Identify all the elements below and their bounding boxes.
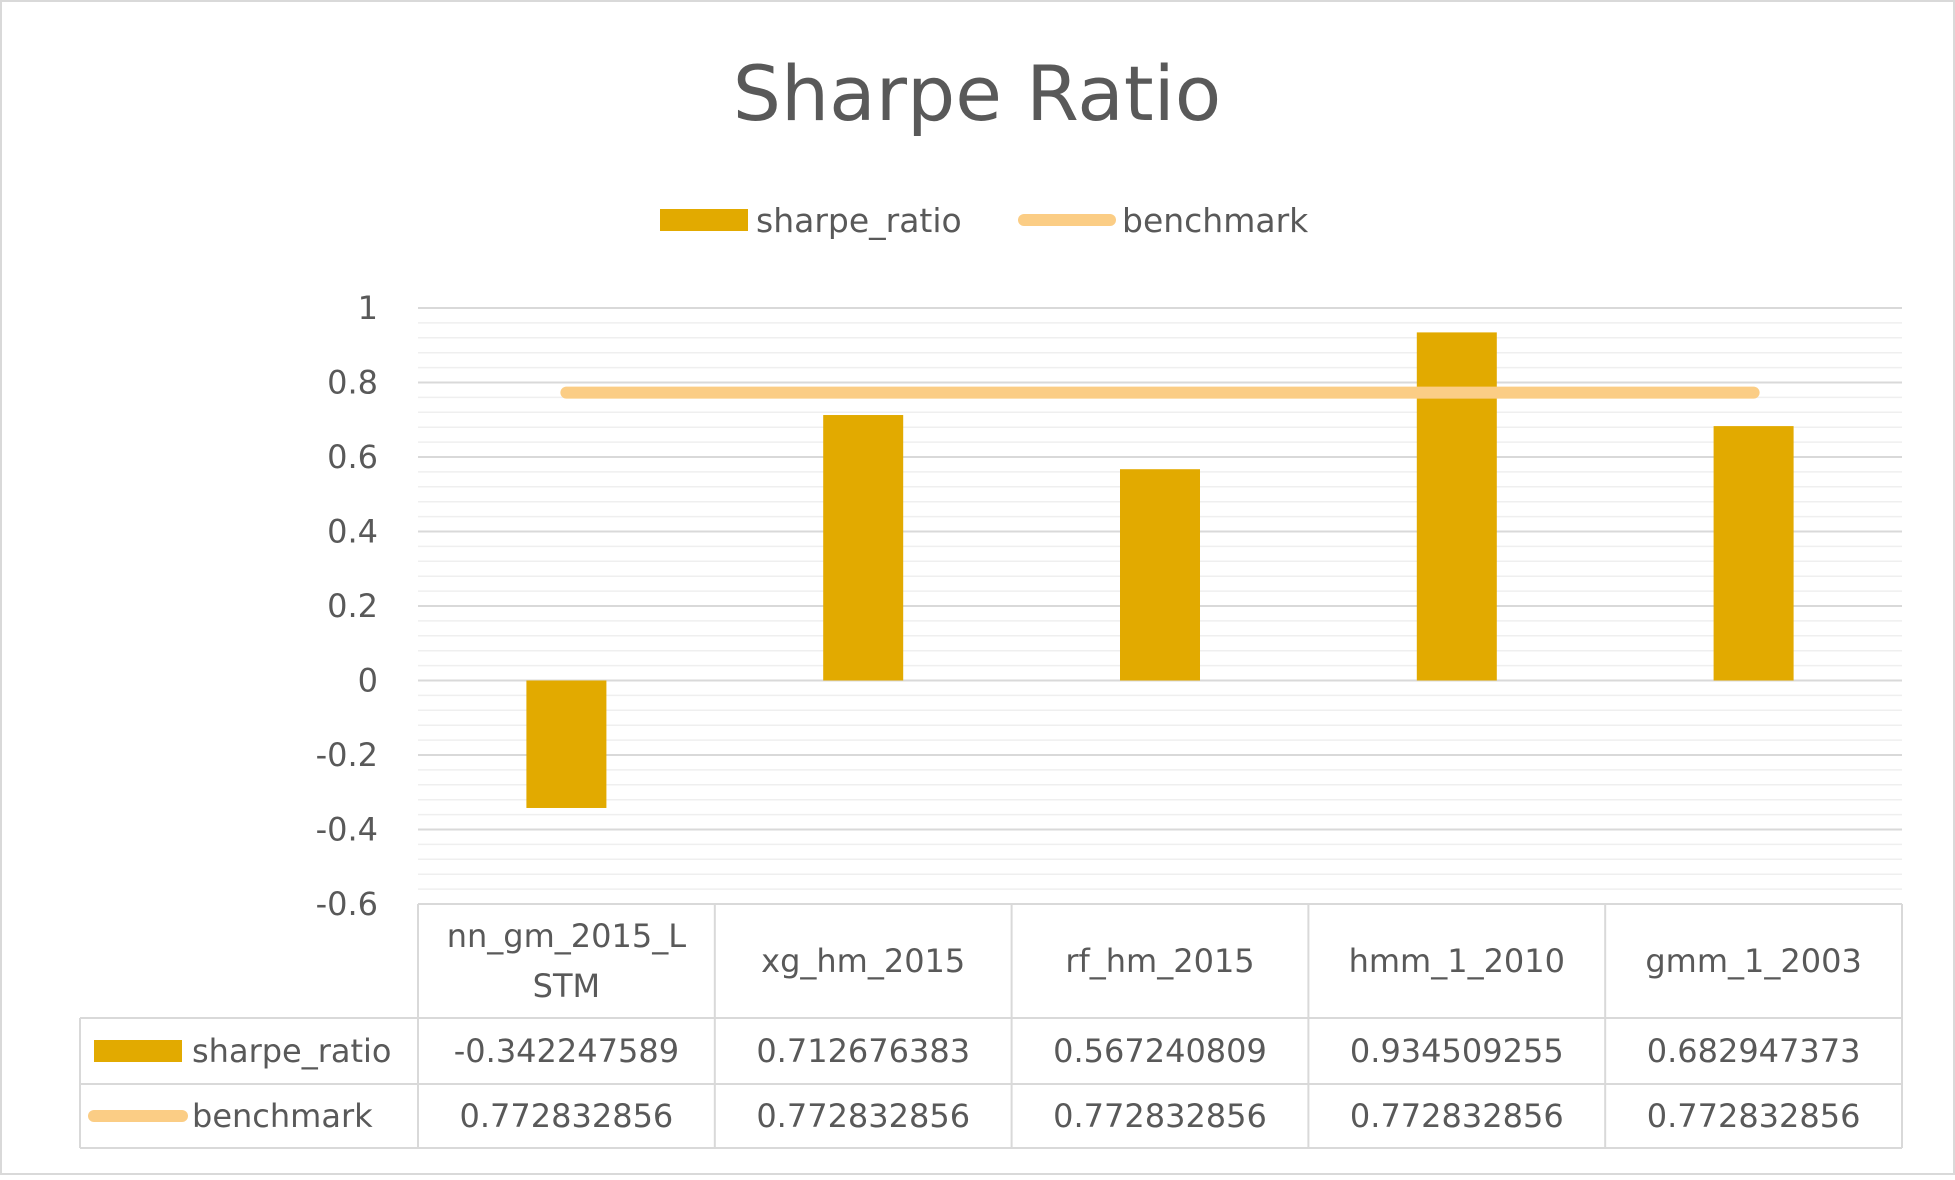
table-swatch-sharpe-ratio [94, 1040, 182, 1062]
table-series-name: benchmark [192, 1097, 373, 1135]
y-tick-label: 0.2 [327, 587, 378, 625]
x-category-label: gmm_1_2003 [1645, 942, 1861, 980]
x-category-label: nn_gm_2015_L [447, 917, 686, 955]
chart-title: Sharpe Ratio [733, 49, 1222, 138]
y-tick-label: 0.4 [327, 513, 378, 551]
y-tick-label: -0.2 [316, 736, 378, 774]
y-tick-label: 0.8 [327, 364, 378, 402]
bar [1713, 426, 1794, 681]
bar [823, 415, 904, 681]
table-value: 0.682947373 [1647, 1032, 1861, 1070]
y-tick-label: -0.4 [316, 811, 378, 849]
table-value: -0.342247589 [454, 1032, 679, 1070]
legend-label-benchmark: benchmark [1122, 201, 1309, 240]
legend-label-sharpe-ratio: sharpe_ratio [756, 201, 962, 240]
y-tick-label: 0.6 [327, 438, 378, 476]
table-value: 0.772832856 [1053, 1097, 1267, 1135]
table-value: 0.772832856 [460, 1097, 674, 1135]
table-value: 0.772832856 [1350, 1097, 1564, 1135]
legend-swatch-sharpe-ratio [660, 209, 748, 231]
x-category-label: hmm_1_2010 [1349, 942, 1565, 980]
table-value: 0.934509255 [1350, 1032, 1564, 1070]
table-value: 0.712676383 [756, 1032, 970, 1070]
x-category-label: rf_hm_2015 [1065, 942, 1254, 980]
bar [1416, 332, 1497, 681]
bar [1120, 469, 1200, 681]
y-axis: 1 0.8 0.6 0.4 0.2 0 -0.2 -0.4 -0.6 [316, 289, 378, 923]
table-value: 0.567240809 [1053, 1032, 1267, 1070]
legend: sharpe_ratio benchmark [660, 201, 1309, 240]
bar [526, 680, 607, 808]
gridlines [418, 307, 1902, 890]
y-tick-label: 0 [358, 662, 378, 700]
x-category-label: STM [533, 967, 600, 1005]
y-tick-label: 1 [358, 289, 378, 327]
y-tick-label: -0.6 [316, 885, 378, 923]
table-value: 0.772832856 [756, 1097, 970, 1135]
data-table: nn_gm_2015_L STM xg_hm_2015 rf_hm_2015 hmm_1… [79, 903, 1903, 1149]
x-category-label: xg_hm_2015 [761, 942, 965, 980]
table-series-name: sharpe_ratio [192, 1032, 392, 1070]
table-value: 0.772832856 [1647, 1097, 1861, 1135]
